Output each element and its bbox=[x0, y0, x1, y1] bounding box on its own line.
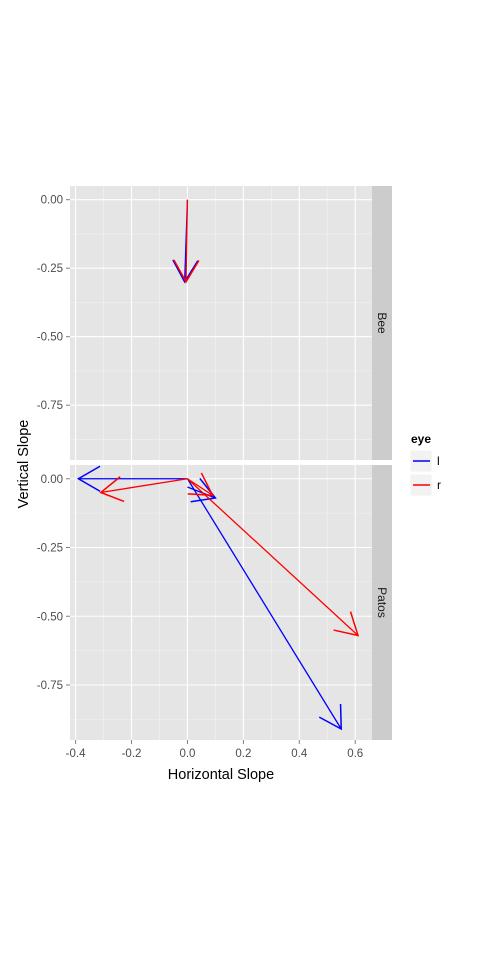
x-tick-label: 0.2 bbox=[235, 748, 251, 760]
legend-label-l: l bbox=[437, 454, 440, 468]
panels: 0.00 -0.25 -0.50 -0.75 Bee 0.00 -0.25 -0.50 -0.7… bbox=[37, 186, 392, 740]
x-tick-label: 0.6 bbox=[347, 748, 363, 760]
arrow-l bbox=[186, 478, 343, 731]
arrow-head bbox=[99, 476, 125, 503]
arrow-shaft bbox=[100, 478, 188, 494]
arrow-head bbox=[172, 259, 199, 284]
x-axis: -0.4 -0.2 0.0 0.2 0.4 0.6 bbox=[66, 740, 363, 760]
legend-title: eye bbox=[411, 432, 431, 446]
panel-patos: 0.00 -0.25 -0.50 -0.75 Patos bbox=[37, 465, 392, 740]
arrow-r bbox=[187, 472, 214, 497]
y-tick-label: -0.75 bbox=[37, 680, 63, 692]
arrow-head bbox=[190, 477, 217, 503]
x-tick-label: 0.4 bbox=[291, 748, 308, 760]
facet-strip bbox=[372, 186, 392, 460]
arrow-r bbox=[187, 478, 360, 637]
y-tick-label: -0.50 bbox=[37, 332, 63, 344]
arrow-head bbox=[76, 465, 101, 492]
panel-bee: 0.00 -0.25 -0.50 -0.75 Bee bbox=[37, 186, 392, 460]
panel-background bbox=[70, 186, 372, 460]
arrow-head bbox=[187, 472, 214, 497]
legend-label-r: r bbox=[437, 478, 441, 492]
x-tick-label: 0.0 bbox=[179, 748, 195, 760]
y-axis-title: Vertical Slope bbox=[16, 420, 32, 509]
arrow-head bbox=[333, 611, 360, 637]
arrow-shaft bbox=[186, 478, 342, 730]
y-tick-label: 0.00 bbox=[41, 195, 63, 207]
arrow-shaft bbox=[187, 478, 213, 496]
x-tick-label: -0.2 bbox=[122, 748, 142, 760]
facet-strip-label: Bee bbox=[375, 312, 389, 334]
legend: eye lr bbox=[409, 432, 441, 497]
arrow-shaft bbox=[185, 199, 189, 282]
arrow-r bbox=[173, 199, 200, 284]
arrow-shaft bbox=[187, 478, 359, 636]
y-tick-label: -0.50 bbox=[37, 611, 63, 623]
arrow-head bbox=[318, 703, 343, 731]
arrow-r bbox=[99, 476, 188, 503]
arrow-head bbox=[173, 259, 200, 284]
y-tick-label: 0.00 bbox=[41, 474, 63, 486]
x-tick-label: -0.4 bbox=[66, 748, 86, 760]
facet-strip bbox=[372, 465, 392, 740]
y-tick-label: -0.25 bbox=[37, 263, 63, 275]
arrow-l bbox=[187, 477, 217, 503]
facet-strip-label: Patos bbox=[375, 587, 389, 618]
x-axis-title: Horizontal Slope bbox=[168, 767, 274, 783]
y-tick-label: -0.25 bbox=[37, 543, 63, 555]
y-tick-label: -0.75 bbox=[37, 400, 63, 412]
panel-background bbox=[70, 465, 372, 740]
arrow-shaft bbox=[187, 486, 216, 499]
arrow-l bbox=[76, 465, 188, 492]
